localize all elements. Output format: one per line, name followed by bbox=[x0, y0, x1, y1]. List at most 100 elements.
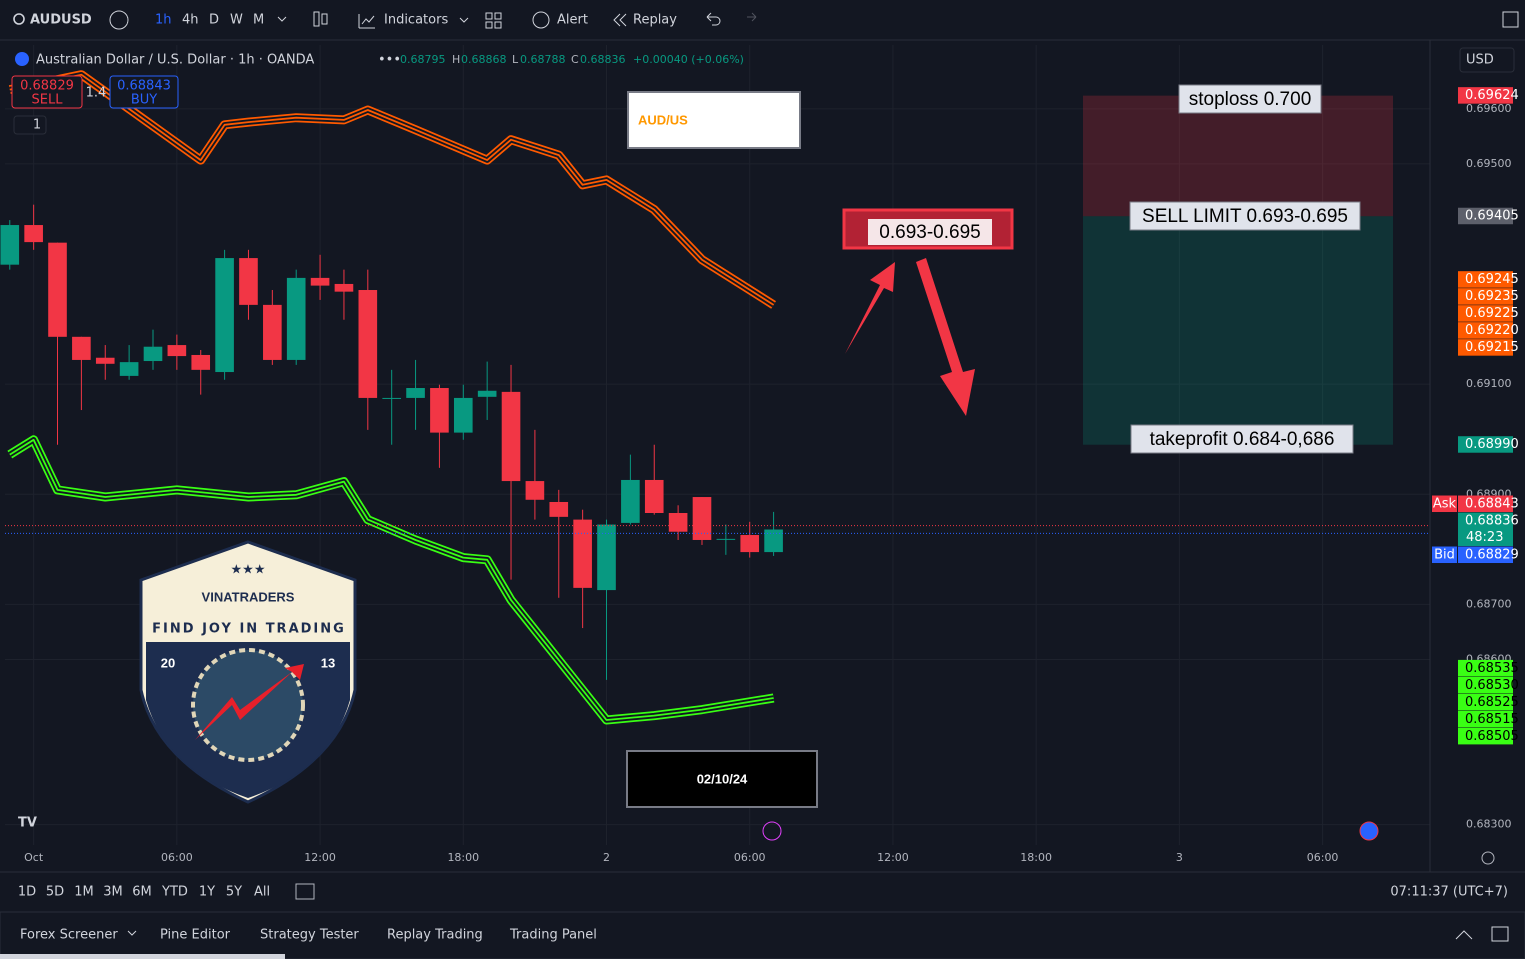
maximize[interactable] bbox=[1491, 926, 1509, 942]
candle-body bbox=[644, 479, 664, 513]
price-badge-label: 0.69624 bbox=[1465, 88, 1519, 103]
price-badge-label: 0.68843 bbox=[1465, 497, 1519, 512]
buy-button[interactable] bbox=[109, 75, 179, 109]
x-tick-label: 12:00 bbox=[877, 851, 909, 864]
tradingview-logo: TV bbox=[18, 816, 37, 831]
fullscreen[interactable] bbox=[1502, 11, 1519, 28]
x-tick-label: 12:00 bbox=[304, 851, 336, 864]
candle-body bbox=[48, 242, 67, 337]
buy-label[interactable]: BUY bbox=[131, 93, 157, 108]
indicators-icon[interactable] bbox=[358, 14, 375, 29]
footer-tab[interactable]: Forex Screener bbox=[20, 928, 118, 943]
collapse[interactable] bbox=[1455, 930, 1473, 940]
label-box bbox=[1130, 424, 1354, 454]
event-icon[interactable] bbox=[762, 821, 782, 841]
price-badge-label: 0.68515 bbox=[1465, 712, 1519, 727]
footer-tab[interactable]: Trading Panel bbox=[509, 928, 597, 943]
footer-tab[interactable]: Replay Trading bbox=[387, 928, 483, 943]
event-icon[interactable] bbox=[1359, 821, 1379, 841]
legend-menu[interactable]: ••• bbox=[378, 53, 401, 68]
candle-body bbox=[191, 354, 211, 370]
candle-body bbox=[310, 277, 330, 286]
price-badge-label: 0.69215 bbox=[1465, 340, 1519, 355]
candle-body bbox=[477, 390, 497, 397]
price-badge-label: 0.69235 bbox=[1465, 289, 1519, 304]
range-button[interactable]: 3M bbox=[103, 885, 123, 900]
range-bar: 1D 5D 1M 3M 6M YTD 1Y 5Y All bbox=[18, 885, 270, 900]
range-button[interactable]: 1M bbox=[74, 885, 94, 900]
range-button[interactable]: 1D bbox=[18, 885, 36, 900]
legend-close: 0.68836 bbox=[580, 53, 626, 66]
dropdown-icon[interactable] bbox=[459, 17, 469, 23]
price-badge bbox=[1458, 512, 1513, 547]
candle-body bbox=[72, 336, 91, 360]
interval[interactable]: M bbox=[253, 13, 264, 28]
x-tick-label: 2 bbox=[603, 851, 610, 864]
interval[interactable]: W bbox=[230, 13, 243, 28]
sell-button[interactable] bbox=[11, 75, 83, 109]
price-badge bbox=[1458, 322, 1513, 339]
price-badge bbox=[1458, 436, 1513, 453]
symbol[interactable]: AUDUSD bbox=[30, 13, 92, 28]
price-badge-label: 0.68530 bbox=[1465, 678, 1519, 693]
candle-body bbox=[263, 304, 282, 360]
countdown: 48:23 bbox=[1466, 530, 1503, 545]
replay-button[interactable]: Replay bbox=[633, 13, 677, 28]
date-range-icon[interactable] bbox=[295, 883, 315, 900]
flag-icon bbox=[15, 52, 29, 66]
lower-band bbox=[9, 438, 774, 721]
annotation-box bbox=[627, 91, 801, 149]
pair-annotation: AUD/US bbox=[638, 112, 688, 127]
interval[interactable]: D bbox=[209, 13, 219, 28]
range-button[interactable]: All bbox=[254, 885, 270, 900]
interval[interactable]: 1h bbox=[155, 13, 172, 28]
sell-label[interactable]: SELL bbox=[32, 93, 64, 108]
sell-price[interactable]: 0.68829 bbox=[20, 79, 74, 94]
y-tick-label: 0.68300 bbox=[1466, 818, 1512, 831]
range-button[interactable]: 5Y bbox=[226, 885, 242, 900]
redo[interactable] bbox=[747, 12, 757, 22]
candle-body bbox=[167, 345, 187, 357]
dropdown-icon[interactable] bbox=[277, 16, 287, 22]
dropdown-icon[interactable] bbox=[127, 930, 137, 936]
currency[interactable]: USD bbox=[1466, 53, 1494, 68]
alert-button[interactable]: Alert bbox=[557, 13, 588, 28]
footer bbox=[0, 911, 1525, 959]
quantity[interactable]: 1 bbox=[33, 118, 41, 133]
currency-box[interactable] bbox=[1459, 47, 1515, 73]
price-badge bbox=[1458, 339, 1513, 356]
range-button[interactable]: YTD bbox=[161, 885, 188, 900]
candle-body bbox=[597, 524, 616, 591]
y-tick-label: 0.69600 bbox=[1466, 102, 1512, 115]
settings-icon[interactable] bbox=[1481, 851, 1495, 865]
price-badge bbox=[1458, 207, 1513, 225]
candle-body bbox=[692, 497, 712, 540]
x-tick-label: 06:00 bbox=[161, 851, 193, 864]
chart-type-icon[interactable] bbox=[321, 13, 328, 25]
interval[interactable]: 4h bbox=[182, 13, 199, 28]
alert-icon[interactable] bbox=[532, 11, 550, 29]
search-icon[interactable] bbox=[13, 13, 25, 25]
add-symbol[interactable] bbox=[109, 10, 129, 30]
range-button[interactable]: 6M bbox=[132, 885, 152, 900]
footer-tab[interactable]: Strategy Tester bbox=[260, 928, 359, 943]
undo[interactable] bbox=[706, 12, 721, 26]
candle-body bbox=[525, 481, 545, 500]
candle-body bbox=[0, 225, 20, 265]
buy-price[interactable]: 0.68843 bbox=[117, 79, 171, 94]
replay-icon[interactable] bbox=[613, 13, 627, 27]
indicators-button[interactable]: Indicators bbox=[384, 13, 448, 28]
templates-icon[interactable] bbox=[485, 12, 502, 29]
candle-body bbox=[716, 538, 736, 540]
range-button[interactable]: 1Y bbox=[199, 885, 215, 900]
legend-open: 0.68795 bbox=[400, 53, 446, 66]
footer-tab[interactable]: Pine Editor bbox=[160, 928, 231, 943]
legend-key: C bbox=[571, 53, 579, 66]
candle-body bbox=[740, 535, 760, 553]
price-badge-label: 0.69225 bbox=[1465, 306, 1519, 321]
chart-type-icon[interactable] bbox=[313, 11, 320, 27]
quantity-box[interactable] bbox=[13, 115, 47, 135]
x-tick-label: Oct bbox=[24, 851, 44, 864]
badge-prefix: Ask bbox=[1433, 497, 1457, 512]
range-button[interactable]: 5D bbox=[46, 885, 64, 900]
